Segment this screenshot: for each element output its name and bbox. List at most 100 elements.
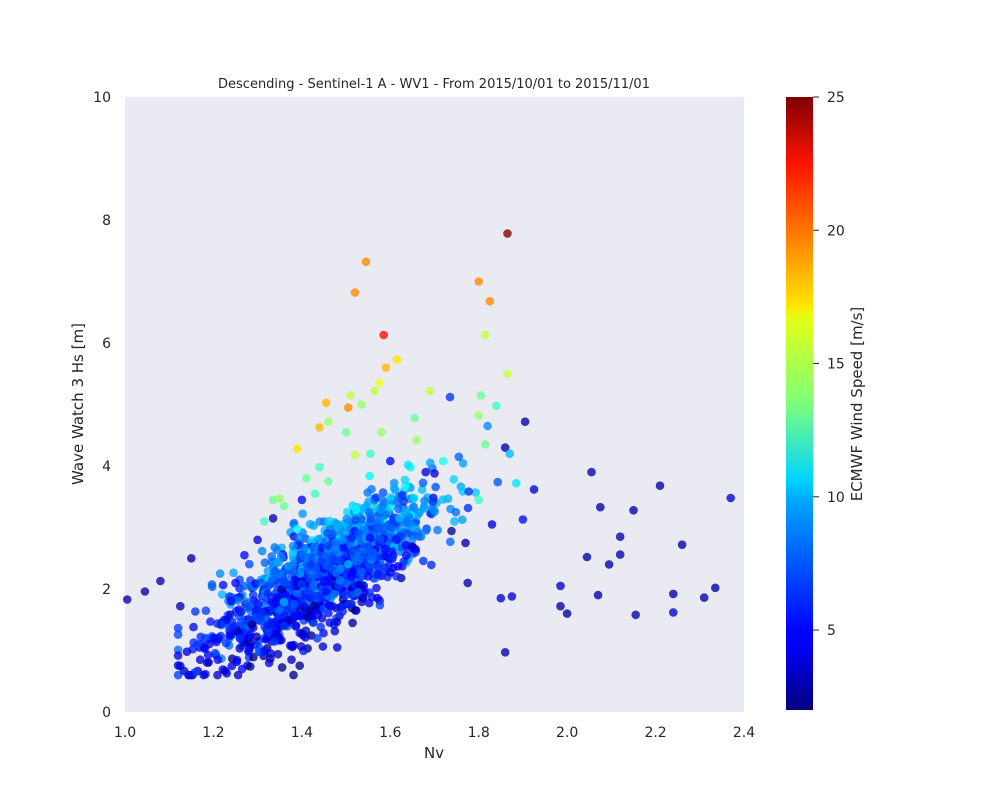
data-point	[350, 288, 360, 297]
data-point	[458, 459, 468, 468]
data-point	[324, 477, 333, 486]
data-point	[310, 542, 319, 552]
data-point	[189, 622, 198, 632]
data-point	[244, 646, 254, 655]
x-tick-label: 1.6	[379, 725, 401, 741]
data-point	[596, 502, 605, 512]
data-point	[485, 296, 495, 306]
colorbar-tick-label: 25	[827, 90, 845, 106]
data-point	[328, 529, 338, 538]
data-point	[604, 560, 614, 569]
colorbar-tick-label: 20	[827, 223, 845, 239]
data-point	[394, 514, 404, 523]
data-point	[298, 509, 307, 518]
data-point	[268, 574, 277, 584]
data-point	[354, 528, 363, 538]
data-point	[427, 560, 436, 570]
data-point	[309, 582, 318, 591]
colorbar-tick-label: 10	[827, 490, 845, 506]
data-point	[260, 517, 269, 526]
data-point	[303, 612, 312, 621]
data-point	[279, 501, 289, 511]
data-point	[357, 515, 366, 524]
data-point	[348, 547, 357, 557]
chart-title: Descending - Sentinel-1 A - WV1 - From 2…	[218, 77, 650, 92]
data-point	[365, 471, 375, 481]
data-point	[200, 643, 209, 652]
data-point	[246, 638, 255, 648]
data-point	[267, 552, 277, 561]
data-point	[556, 601, 565, 611]
data-point	[430, 507, 440, 516]
data-point	[378, 495, 387, 505]
data-point	[195, 655, 205, 664]
data-point	[275, 494, 285, 503]
data-point	[507, 592, 517, 601]
x-tick-label: 1.2	[202, 725, 224, 741]
data-point	[201, 669, 210, 679]
data-point	[385, 554, 394, 563]
data-point	[474, 495, 484, 505]
data-point	[289, 670, 298, 680]
data-point	[217, 590, 227, 599]
data-point	[417, 485, 427, 495]
data-point	[463, 578, 473, 588]
data-point	[556, 581, 565, 591]
data-point	[461, 538, 470, 548]
data-point	[366, 547, 375, 557]
data-point	[433, 525, 442, 535]
data-point	[246, 630, 255, 640]
data-point	[347, 533, 357, 543]
data-point	[400, 482, 410, 491]
data-point	[380, 523, 389, 533]
data-point	[173, 630, 183, 639]
data-point	[201, 606, 211, 615]
data-point	[122, 595, 132, 604]
data-point	[338, 607, 348, 616]
colorbar-label: ECMWF Wind Speed [m/s]	[848, 307, 866, 502]
data-point	[256, 616, 266, 626]
x-tick-label: 1.8	[468, 725, 490, 741]
data-point	[373, 569, 383, 579]
data-point	[400, 508, 410, 517]
colorbar-ticks: 5 10 15 20 25	[813, 90, 845, 639]
data-point	[257, 546, 267, 556]
data-point	[430, 469, 439, 478]
data-point	[464, 487, 474, 496]
x-tick-label: 1.4	[291, 725, 313, 741]
data-point	[364, 598, 374, 608]
data-point	[271, 566, 280, 575]
data-point	[298, 550, 307, 559]
data-point	[631, 610, 640, 620]
data-point	[196, 632, 205, 642]
data-point	[356, 581, 365, 590]
data-point	[261, 635, 271, 644]
data-point	[343, 559, 353, 569]
data-point	[410, 413, 419, 423]
data-point	[292, 524, 302, 534]
data-point	[182, 647, 192, 656]
data-point	[321, 398, 331, 408]
data-point	[232, 657, 242, 667]
y-tick-label: 4	[102, 459, 111, 475]
data-point	[412, 435, 422, 445]
data-point	[310, 489, 320, 499]
data-point	[300, 602, 309, 611]
data-point	[387, 523, 396, 532]
data-point	[290, 612, 300, 622]
data-point	[229, 568, 238, 578]
data-point	[302, 474, 311, 483]
data-point	[279, 597, 289, 607]
data-point	[226, 597, 236, 606]
data-point	[343, 507, 352, 517]
data-point	[307, 536, 317, 545]
data-point	[271, 628, 281, 637]
data-point	[187, 554, 196, 563]
data-point	[699, 593, 709, 602]
data-point	[324, 600, 334, 609]
data-point	[414, 531, 423, 541]
data-point	[421, 467, 431, 477]
data-point	[428, 497, 438, 507]
data-point	[233, 596, 242, 605]
data-point	[615, 532, 625, 541]
